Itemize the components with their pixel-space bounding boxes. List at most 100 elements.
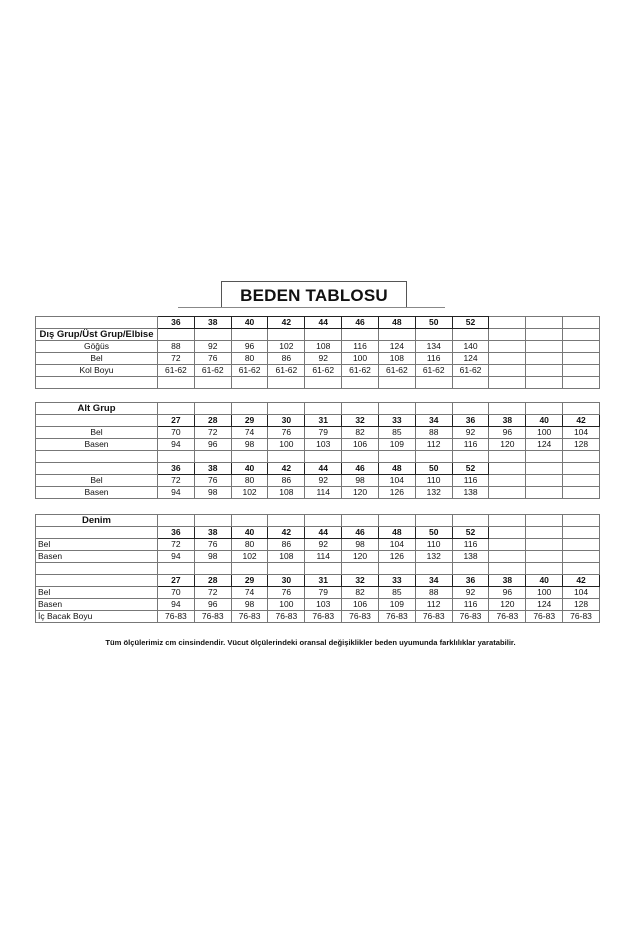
table-cell: [562, 352, 600, 365]
table-cell: [193, 402, 232, 415]
table-cell: [488, 340, 527, 353]
table-cell: [377, 376, 416, 389]
table-cell: [193, 562, 232, 575]
table-cell: [193, 328, 232, 341]
table-cell: [562, 562, 600, 575]
table-cell: [377, 514, 416, 527]
size-header-cell: 30: [267, 414, 306, 427]
table-cell: 98: [193, 550, 232, 563]
row-label: Bel: [35, 352, 158, 365]
table-cell: 70: [157, 426, 195, 439]
table-cell: [193, 450, 232, 463]
size-header-cell: 42: [267, 462, 306, 475]
size-header-cell: 36: [157, 462, 195, 475]
table-cell: 98: [230, 438, 269, 451]
row-label: [35, 414, 158, 427]
row-label: [35, 316, 158, 329]
table-cell: 79: [304, 586, 343, 599]
table-cell: [488, 474, 527, 487]
table-cell: 61-62: [193, 364, 232, 377]
table-cell: [230, 376, 269, 389]
table-cell: [341, 402, 379, 415]
size-header-row: 27 28 29 30 31 32 33 34 36 38 40 42: [35, 414, 600, 427]
size-header-cell: 34: [414, 414, 453, 427]
size-header-cell: 52: [451, 462, 490, 475]
table-cell: 94: [157, 486, 195, 499]
table-cell: 86: [267, 352, 306, 365]
table-cell: [341, 376, 379, 389]
table-cell: 96: [193, 438, 232, 451]
table-row: [35, 376, 600, 389]
size-header-cell: 33: [377, 574, 416, 587]
table-cell: [488, 328, 527, 341]
table-cell: [562, 340, 600, 353]
group-title-row: Dış Grup/Üst Grup/Elbise: [35, 328, 600, 341]
size-table-alt-grup: Alt Grup 27 28 29 30 31 32 33 34 36 38 40 42 Bel 70 72 7…: [35, 402, 600, 499]
table-cell: 110: [414, 538, 453, 551]
table-row: [35, 450, 600, 463]
footnote: Tüm ölçülerimiz cm cinsindendir. Vücut ö…: [105, 638, 516, 647]
table-cell: [193, 376, 232, 389]
size-header-cell: 46: [341, 316, 379, 329]
table-cell: [562, 486, 600, 499]
table-cell: 112: [414, 438, 453, 451]
table-cell: [451, 514, 490, 527]
table-cell: 76-83: [230, 610, 269, 623]
table-cell: 108: [304, 340, 343, 353]
size-header-cell: [525, 526, 564, 539]
size-header-cell: 34: [414, 574, 453, 587]
size-header-row: 27 28 29 30 31 32 33 34 36 38 40 42: [35, 574, 600, 587]
table-cell: 80: [230, 474, 269, 487]
table-cell: [304, 328, 343, 341]
size-header-cell: 32: [341, 574, 379, 587]
table-cell: 96: [488, 426, 527, 439]
size-header-cell: 40: [525, 574, 564, 587]
table-cell: 94: [157, 438, 195, 451]
table-cell: 138: [451, 550, 490, 563]
table-cell: [525, 474, 564, 487]
size-header-cell: 27: [157, 414, 195, 427]
table-cell: [230, 402, 269, 415]
size-header-cell: 48: [377, 526, 416, 539]
table-cell: [304, 376, 343, 389]
table-cell: 98: [230, 598, 269, 611]
size-header-cell: 31: [304, 574, 343, 587]
table-cell: [451, 376, 490, 389]
table-cell: 98: [341, 538, 379, 551]
table-cell: 88: [414, 586, 453, 599]
table-cell: [525, 352, 564, 365]
table-cell: [157, 514, 195, 527]
table-cell: 110: [414, 474, 453, 487]
size-header-cell: 44: [304, 316, 343, 329]
table-cell: 132: [414, 486, 453, 499]
table-cell: 96: [488, 586, 527, 599]
table-cell: [341, 328, 379, 341]
row-label: [35, 526, 158, 539]
table-cell: [377, 328, 416, 341]
table-cell: 96: [193, 598, 232, 611]
table-cell: 112: [414, 598, 453, 611]
table-cell: [525, 376, 564, 389]
row-label: Bel: [35, 474, 158, 487]
table-cell: 102: [267, 340, 306, 353]
table-cell: 102: [230, 550, 269, 563]
table-cell: 100: [525, 586, 564, 599]
table-cell: [488, 352, 527, 365]
group-title: Dış Grup/Üst Grup/Elbise: [35, 328, 158, 341]
table-cell: 76-83: [488, 610, 527, 623]
table-cell: [341, 450, 379, 463]
table-cell: [193, 514, 232, 527]
table-cell: 61-62: [230, 364, 269, 377]
size-header-cell: [562, 526, 600, 539]
table-cell: [562, 550, 600, 563]
size-header-cell: 42: [562, 414, 600, 427]
table-cell: 104: [377, 474, 416, 487]
table-cell: [304, 450, 343, 463]
table-cell: [267, 514, 306, 527]
table-cell: 104: [562, 586, 600, 599]
row-label: Bel: [35, 538, 158, 551]
table-cell: 72: [193, 426, 232, 439]
table-cell: [377, 402, 416, 415]
group-title: Alt Grup: [35, 402, 158, 415]
size-header-cell: 36: [451, 414, 490, 427]
